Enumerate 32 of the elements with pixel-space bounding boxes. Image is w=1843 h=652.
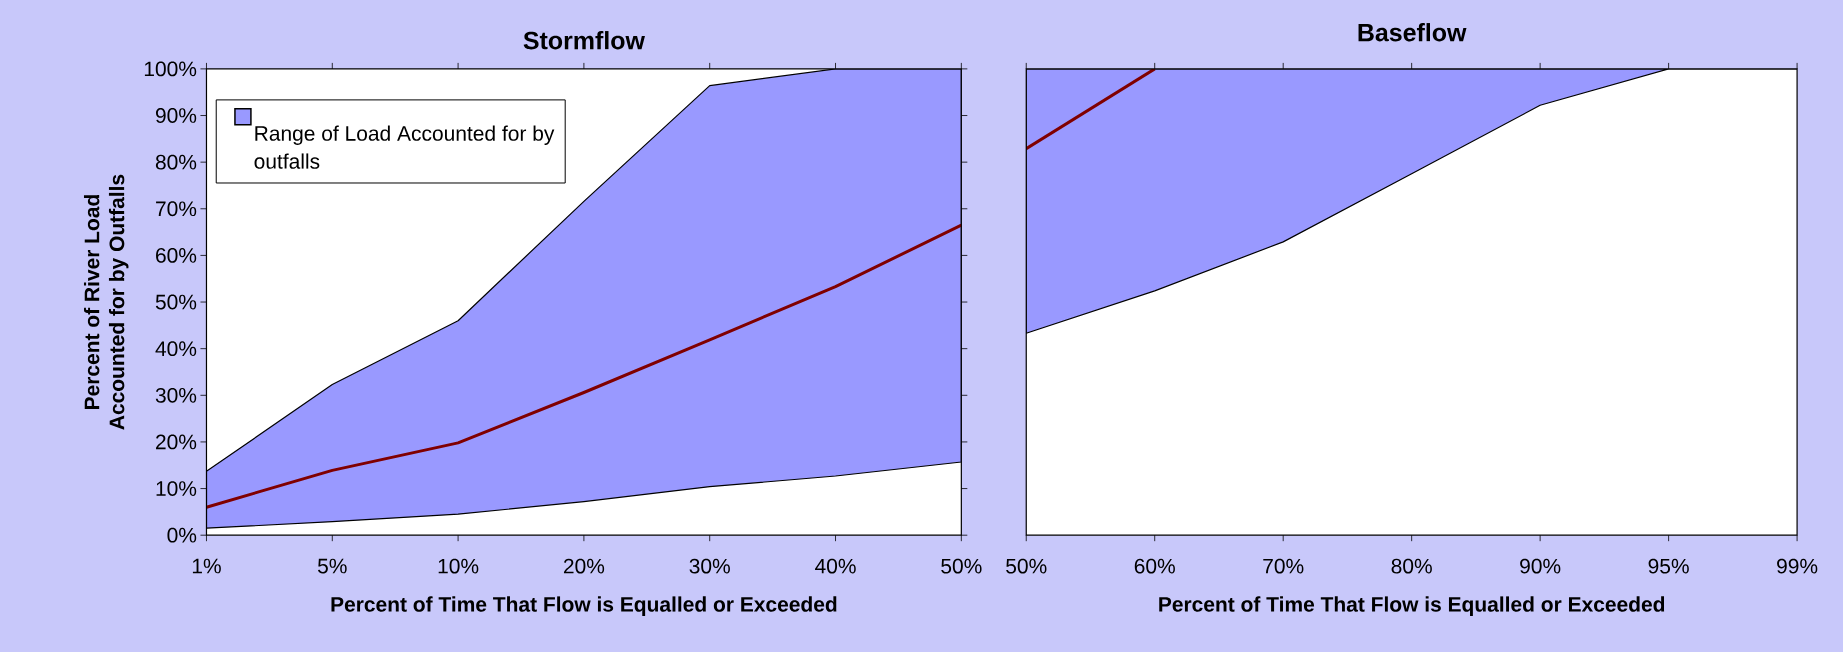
y-tick-label: 30%	[155, 387, 197, 403]
text: Range of Load Accounted for by outfalls	[254, 125, 555, 169]
x-tick-label: 95%	[1648, 558, 1689, 574]
y-tick-label: 20%	[156, 434, 197, 450]
y-tick-label: 0%	[167, 527, 197, 543]
chart-title: Baseflow	[1358, 23, 1467, 42]
y-tick-label: 10%	[156, 481, 197, 496]
y-tick-label: 60%	[156, 247, 197, 263]
y-tick-label: 100%	[144, 61, 197, 77]
y-tick-label: 80%	[155, 154, 197, 170]
x-tick-label: 99%	[1777, 558, 1818, 574]
y-tick-label: 90%	[155, 108, 197, 123]
y-axis-title: Percent of River Load Accounted for by Outfalls	[83, 174, 129, 430]
x-tick-label: 10%	[438, 558, 479, 574]
line-series	[206, 223, 962, 509]
x-tick-label: 20%	[563, 558, 605, 574]
y-tick-label: 40%	[155, 341, 197, 357]
x-tick-label: 50%	[1006, 558, 1047, 574]
x-axis-title: Percent of Time That Flow is Equalled or Exceeded	[331, 596, 837, 616]
x-tick-label: 40%	[815, 558, 856, 574]
x-tick-label: 90%	[1520, 558, 1561, 574]
y-tick-label: 70%	[156, 201, 197, 217]
x-tick-label: 80%	[1391, 558, 1432, 574]
y-tick-label: 50%	[155, 294, 197, 310]
x-tick-label: 70%	[1263, 558, 1304, 574]
x-tick-label: 5%	[317, 558, 347, 574]
x-tick-label: 1%	[192, 558, 221, 574]
x-tick-label: 30%	[689, 558, 730, 574]
x-tick-label: 60%	[1134, 558, 1175, 574]
chart-title: Stormflow	[523, 31, 645, 50]
x-axis-title: Percent of Time That Flow is Equalled or Exceeded	[1159, 596, 1665, 616]
x-tick-label: 50%	[941, 558, 982, 574]
